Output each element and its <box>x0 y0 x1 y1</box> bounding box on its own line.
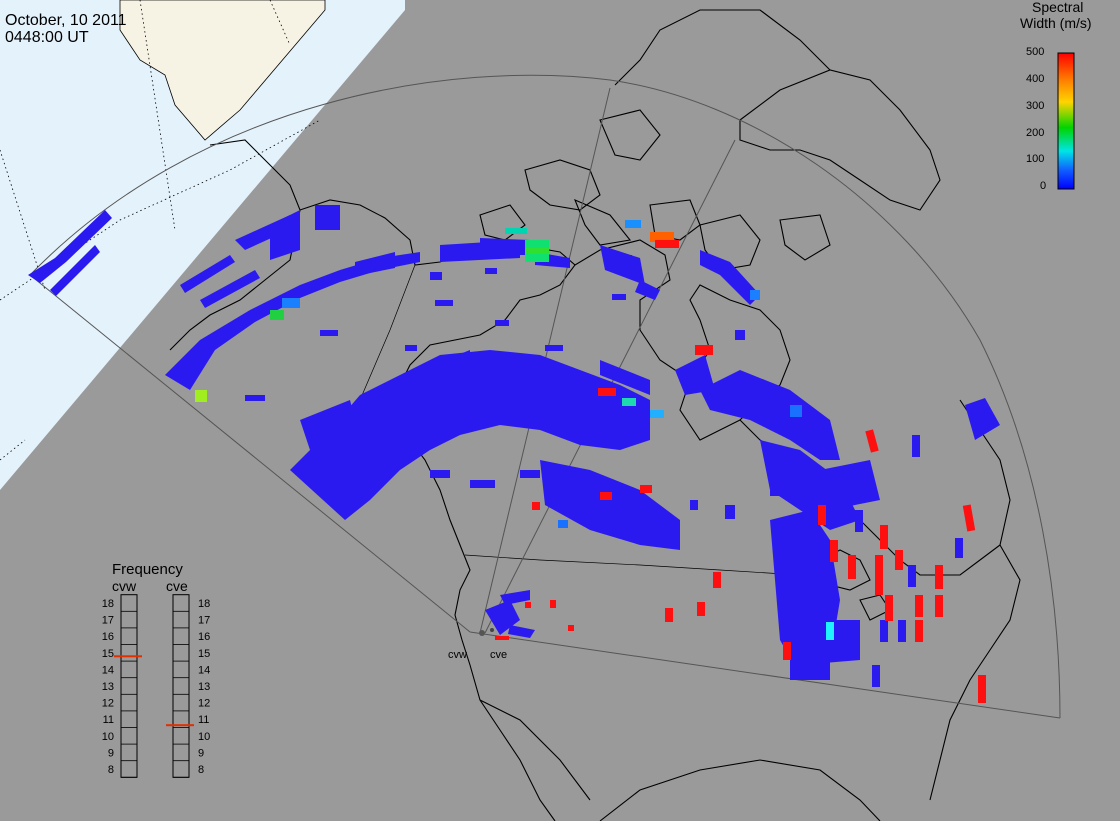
frequency-marker-cvw <box>114 655 142 658</box>
frequency-marker-cve <box>166 724 194 727</box>
frequency-tick-label: 14 <box>198 664 210 676</box>
frequency-tick-label: 15 <box>102 648 114 660</box>
frequency-tick-label: 12 <box>198 698 210 710</box>
date-label: October, 10 2011 <box>5 12 127 29</box>
frequency-tick-label: 14 <box>102 664 114 676</box>
frequency-radar-left: cvw <box>112 578 137 594</box>
colorbar-title-line2: Width (m/s) <box>1020 15 1092 31</box>
frequency-tick-label: 11 <box>198 714 209 726</box>
frequency-tick-label: 9 <box>198 747 204 759</box>
colorbar-tick: 0 <box>1040 180 1046 192</box>
frequency-radar-right: cve <box>166 578 188 594</box>
frequency-tick-label: 17 <box>198 615 210 627</box>
radar-site-cvw <box>479 630 485 636</box>
colorbar-ticks: 500 400 300 200 100 0 <box>1026 46 1046 192</box>
scatter-blue-small <box>245 255 963 687</box>
daylight-land <box>119 0 326 141</box>
colorbar-tick: 400 <box>1026 73 1044 85</box>
frequency-tick-label: 13 <box>198 681 210 693</box>
time-label: 0448:00 UT <box>5 29 89 46</box>
radar-label-cve: cve <box>490 649 507 661</box>
scatter-high <box>195 220 834 640</box>
colorbar-tick: 500 <box>1026 46 1044 58</box>
frequency-tick-label: 8 <box>198 764 204 776</box>
frequency-tick-label: 15 <box>198 648 210 660</box>
colorbar-title-line1: Spectral <box>1032 0 1083 15</box>
coastlines <box>169 9 1021 821</box>
borders <box>359 264 801 576</box>
frequency-tick-label: 16 <box>198 631 210 643</box>
colorbar <box>1057 52 1075 190</box>
frequency-title: Frequency <box>112 561 183 578</box>
frequency-tick-label: 18 <box>198 598 210 610</box>
radar-site-cve <box>490 628 494 632</box>
scatter-blue <box>28 205 1000 680</box>
frequency-tick-label: 16 <box>102 631 114 643</box>
frequency-tick-label: 17 <box>102 615 114 627</box>
frequency-tick-label: 9 <box>108 747 114 759</box>
frequency-tick-label: 13 <box>102 681 114 693</box>
frequency-scale-left: 18 17 16 15 14 13 12 11 10 9 8 <box>102 594 138 778</box>
frequency-tick-label: 11 <box>103 714 114 726</box>
colorbar-tick: 300 <box>1026 100 1044 112</box>
scatter-red-streaks <box>495 429 986 703</box>
frequency-tick-label: 18 <box>102 598 114 610</box>
colorbar-tick: 200 <box>1026 127 1044 139</box>
frequency-scale-right: 18 17 16 15 14 13 12 11 10 9 8 <box>172 594 210 778</box>
frequency-tick-label: 8 <box>108 764 114 776</box>
frequency-tick-label: 12 <box>102 698 114 710</box>
radar-sites <box>479 628 494 636</box>
colorbar-tick: 100 <box>1026 153 1044 165</box>
frequency-tick-label: 10 <box>102 731 114 743</box>
frequency-tick-label: 10 <box>198 731 210 743</box>
daylight-region <box>0 0 405 490</box>
radar-label-cvw: cvw <box>448 649 467 661</box>
